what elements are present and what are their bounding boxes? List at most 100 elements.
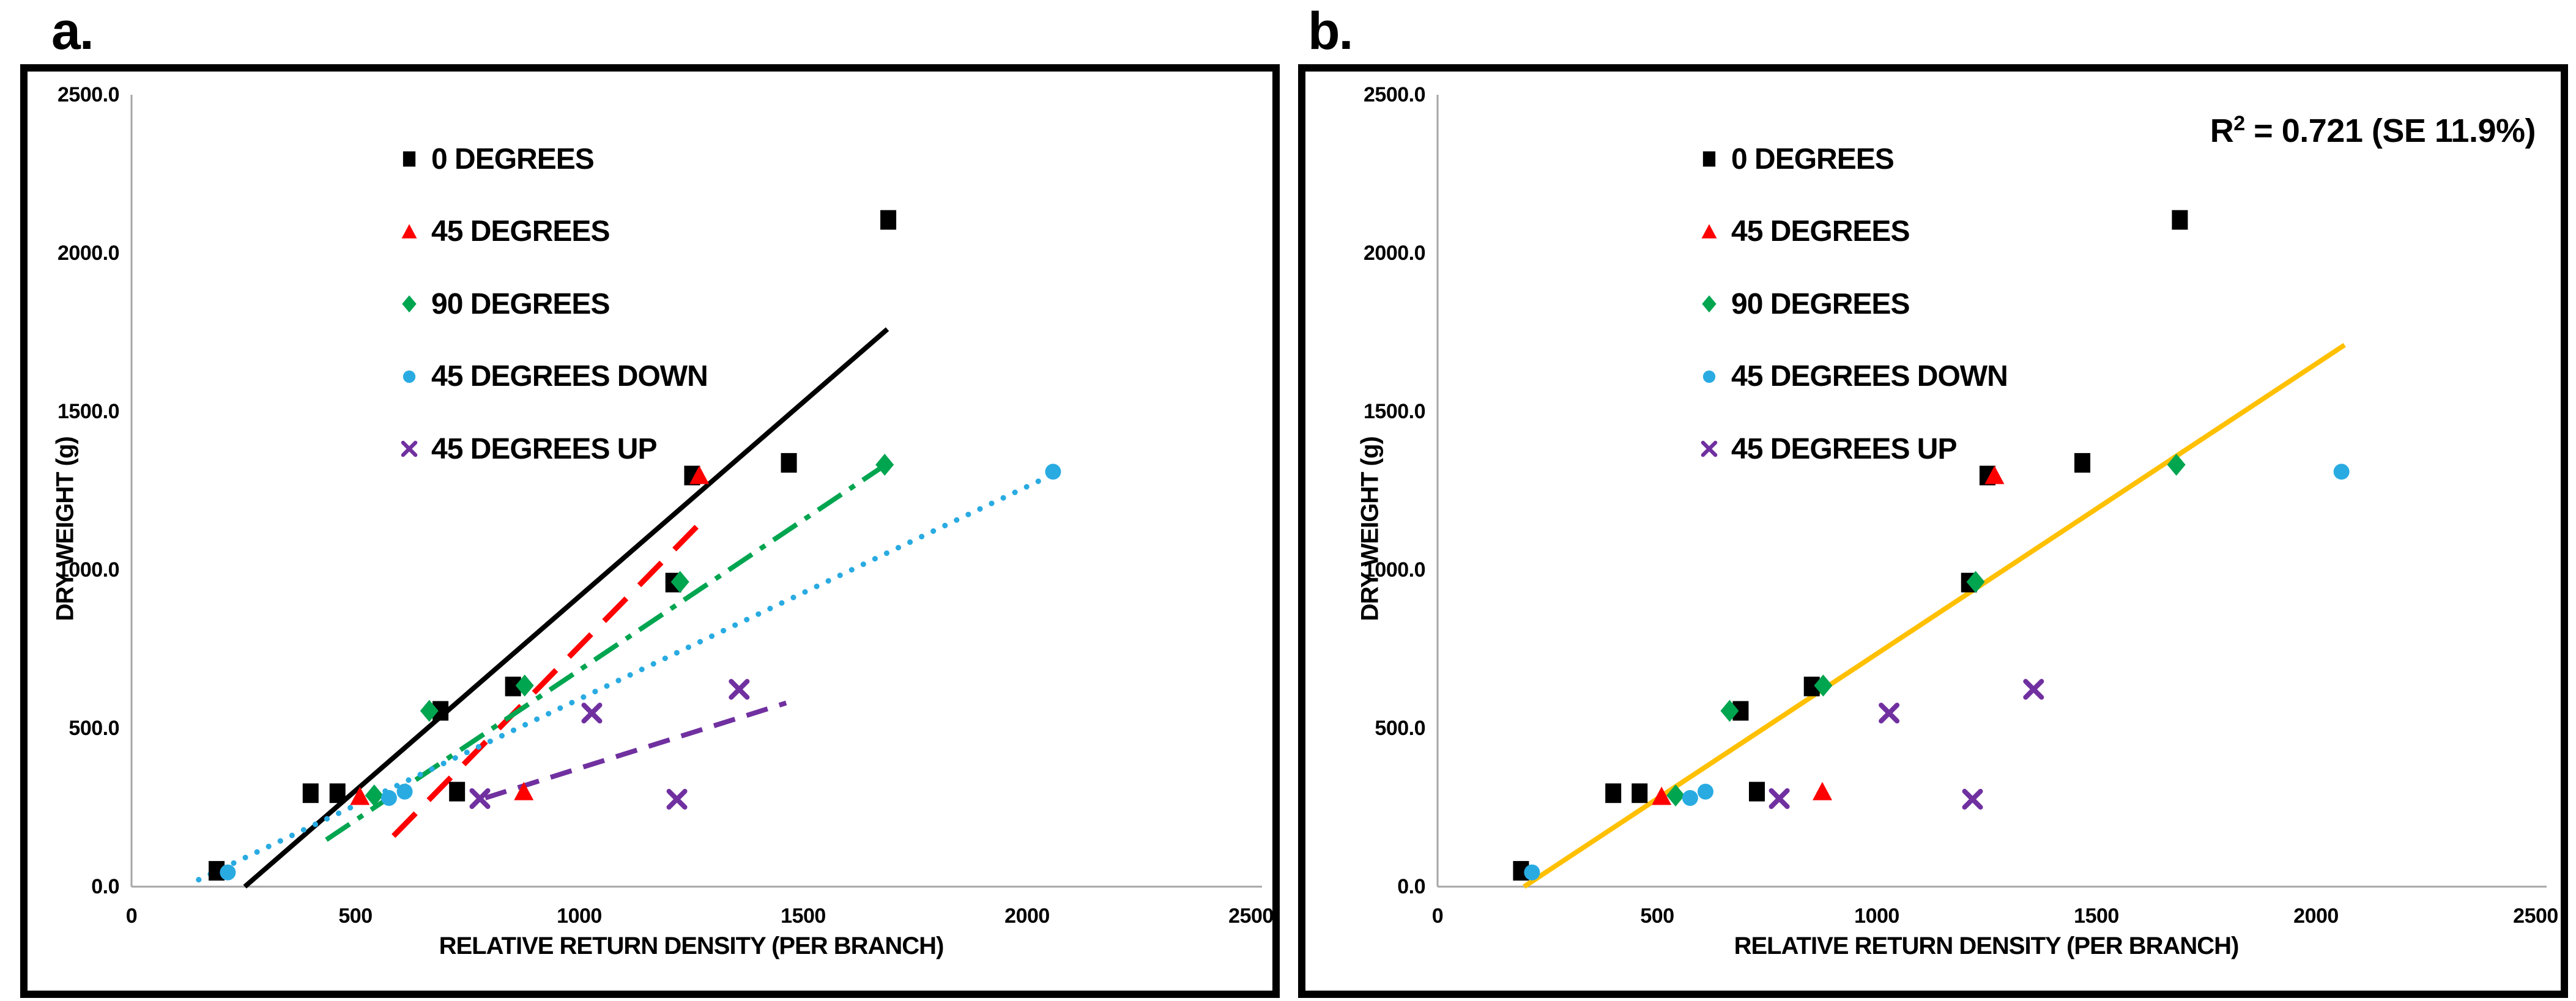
legend-item-45-degrees-down: 45 DEGREES DOWN bbox=[1697, 357, 2008, 396]
legend-diamond-icon bbox=[402, 295, 417, 313]
legend-circle-icon bbox=[1702, 370, 1716, 383]
y-axis-title: DRY WEIGHT (g) bbox=[51, 437, 79, 621]
legend-item-0-degrees: 0 DEGREES bbox=[1697, 139, 1895, 179]
legend-x-icon bbox=[1701, 440, 1718, 457]
x-tick-label: 1500 bbox=[781, 904, 826, 928]
y-tick-label: 0.0 bbox=[91, 875, 119, 898]
legend-label: 45 DEGREES DOWN bbox=[431, 360, 708, 393]
data-point bbox=[1697, 783, 1713, 800]
legend-item-0-degrees: 0 DEGREES bbox=[397, 139, 595, 179]
data-point bbox=[1666, 784, 1685, 807]
x-tick-label: 2000 bbox=[1004, 904, 1050, 928]
data-point bbox=[329, 783, 346, 803]
data-point bbox=[875, 454, 894, 476]
panel-a-scatter-chart: DRY WEIGHT (g) RELATIVE RETURN DENSITY (… bbox=[20, 64, 1280, 998]
legend-x-icon bbox=[1701, 440, 1718, 457]
legend-square-icon bbox=[1702, 151, 1716, 167]
legend-label: 90 DEGREES bbox=[1731, 287, 1910, 320]
data-point bbox=[1748, 781, 1765, 802]
data-point bbox=[1720, 700, 1739, 722]
legend-circle-icon bbox=[1702, 370, 1716, 383]
data-point bbox=[880, 210, 897, 230]
legend-item-90-degrees: 90 DEGREES bbox=[397, 284, 610, 323]
legend-diamond-icon bbox=[1702, 295, 1717, 313]
legend-diamond-icon bbox=[402, 295, 417, 313]
data-point bbox=[514, 781, 534, 800]
legend-diamond-icon bbox=[1702, 295, 1717, 313]
y-tick-label: 2000.0 bbox=[58, 242, 120, 265]
panel-b-label: b. bbox=[1308, 2, 1353, 61]
trendline bbox=[392, 522, 702, 838]
trendline bbox=[196, 471, 1056, 883]
y-tick-label: 1000.0 bbox=[1364, 558, 1426, 582]
y-tick-label: 1500.0 bbox=[1364, 400, 1426, 423]
legend-item-45-degrees-up: 45 DEGREES UP bbox=[1697, 429, 1957, 468]
x-tick-label: 1000 bbox=[1854, 904, 1899, 928]
legend-item-45-degrees: 45 DEGREES bbox=[1697, 212, 1910, 251]
y-tick-label: 1500.0 bbox=[58, 400, 120, 423]
trendline bbox=[484, 700, 787, 800]
x-tick-label: 1000 bbox=[557, 904, 602, 928]
y-tick-label: 2500.0 bbox=[58, 83, 120, 106]
trendline bbox=[325, 463, 886, 842]
legend-label: 45 DEGREES UP bbox=[431, 432, 657, 465]
x-tick-label: 1500 bbox=[2074, 904, 2119, 928]
y-tick-label: 1000.0 bbox=[58, 558, 120, 582]
data-point bbox=[1879, 703, 1900, 724]
y-axis-title: DRY WEIGHT (g) bbox=[1356, 437, 1384, 621]
data-point bbox=[1812, 781, 1832, 800]
data-point bbox=[581, 703, 603, 724]
data-point bbox=[1769, 788, 1790, 809]
legend-triangle-icon bbox=[1701, 224, 1717, 238]
data-point bbox=[469, 788, 491, 809]
legend-label: 45 DEGREES UP bbox=[1731, 432, 1957, 465]
data-point bbox=[449, 781, 466, 802]
data-point bbox=[666, 789, 688, 810]
trendline bbox=[1523, 342, 2346, 889]
panel-b-scatter-chart: DRY WEIGHT (g) RELATIVE RETURN DENSITY (… bbox=[1298, 64, 2568, 998]
legend-item-45-degrees-down: 45 DEGREES DOWN bbox=[397, 357, 708, 396]
data-point bbox=[220, 864, 236, 881]
data-point bbox=[396, 783, 413, 800]
data-point bbox=[350, 786, 370, 805]
legend-label: 45 DEGREES bbox=[431, 215, 610, 248]
legend-item-45-degrees-up: 45 DEGREES UP bbox=[397, 429, 657, 468]
data-point bbox=[1631, 783, 1648, 803]
legend-triangle-icon bbox=[401, 224, 417, 238]
y-tick-label: 500.0 bbox=[1375, 717, 1425, 740]
panel-b-plot-canvas bbox=[1436, 95, 2547, 889]
panel-a-label: a. bbox=[51, 2, 94, 61]
x-tick-label: 0 bbox=[1431, 904, 1444, 928]
data-point bbox=[2172, 210, 2188, 230]
x-axis-title: RELATIVE RETURN DENSITY (PER BRANCH) bbox=[1734, 933, 2240, 959]
y-tick-label: 0.0 bbox=[1397, 875, 1425, 898]
r-squared-annotation: R2 = 0.721 (SE 11.9%) bbox=[2210, 112, 2536, 149]
data-point bbox=[302, 783, 319, 803]
data-point bbox=[670, 571, 689, 593]
trendline bbox=[243, 327, 889, 889]
x-tick-label: 2500 bbox=[2513, 904, 2558, 928]
data-point bbox=[2333, 464, 2350, 480]
data-point bbox=[2167, 454, 2186, 476]
x-tick-label: 500 bbox=[1640, 904, 1674, 928]
data-point bbox=[365, 784, 384, 807]
data-point bbox=[1682, 789, 1698, 806]
legend-square-icon bbox=[403, 151, 416, 167]
legend-x-icon bbox=[401, 440, 418, 457]
legend-label: 90 DEGREES bbox=[431, 287, 610, 320]
data-point bbox=[729, 679, 750, 700]
x-axis-title: RELATIVE RETURN DENSITY (PER BRANCH) bbox=[439, 933, 945, 959]
y-tick-label: 2000.0 bbox=[1364, 242, 1426, 265]
data-point bbox=[380, 789, 397, 806]
legend-label: 0 DEGREES bbox=[431, 142, 595, 175]
data-point bbox=[1814, 674, 1833, 697]
data-point bbox=[2074, 452, 2091, 473]
legend-item-90-degrees: 90 DEGREES bbox=[1697, 284, 1910, 323]
legend-square-icon bbox=[403, 151, 416, 167]
x-tick-label: 2000 bbox=[2293, 904, 2339, 928]
legend-x-icon bbox=[401, 440, 418, 457]
data-point bbox=[1045, 464, 1061, 480]
data-point bbox=[1652, 786, 1672, 805]
x-tick-label: 2500 bbox=[1228, 904, 1274, 928]
legend-square-icon bbox=[1702, 151, 1716, 167]
